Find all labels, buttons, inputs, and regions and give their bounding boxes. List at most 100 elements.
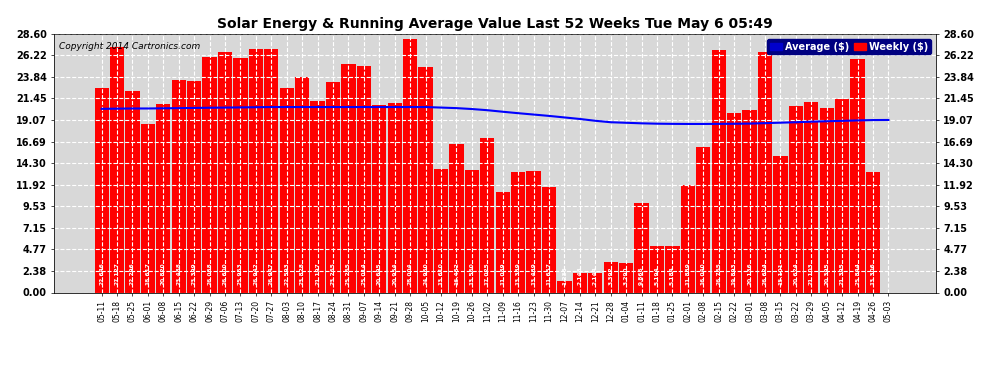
Text: 13.306: 13.306 xyxy=(870,262,875,285)
Text: 5.194: 5.194 xyxy=(654,267,659,285)
Bar xyxy=(156,104,170,292)
Text: 23.399: 23.399 xyxy=(192,262,197,285)
Text: 25.014: 25.014 xyxy=(361,262,366,285)
Bar xyxy=(419,67,433,292)
Bar xyxy=(588,273,602,292)
Bar xyxy=(171,80,186,292)
Bar xyxy=(557,281,571,292)
Bar xyxy=(388,103,402,292)
Bar xyxy=(604,262,618,292)
Bar xyxy=(449,144,463,292)
Bar xyxy=(94,88,109,292)
Text: 13.439: 13.439 xyxy=(531,262,536,285)
Text: 9.866: 9.866 xyxy=(640,267,644,285)
Text: 20.695: 20.695 xyxy=(377,262,382,285)
Bar xyxy=(326,82,341,292)
Text: 16.040: 16.040 xyxy=(701,262,706,285)
Text: 3.290: 3.290 xyxy=(624,267,629,285)
Legend: Average ($), Weekly ($): Average ($), Weekly ($) xyxy=(767,39,931,54)
Text: 16.452: 16.452 xyxy=(454,262,459,285)
Text: 22.646: 22.646 xyxy=(99,262,104,285)
Text: 20.624: 20.624 xyxy=(793,262,798,285)
Text: 13.610: 13.610 xyxy=(439,262,444,285)
Text: 20.136: 20.136 xyxy=(747,262,752,285)
Bar xyxy=(295,77,309,292)
Bar xyxy=(311,101,325,292)
Text: 26.600: 26.600 xyxy=(223,262,228,285)
Text: 25.953: 25.953 xyxy=(238,262,243,285)
Bar xyxy=(773,156,787,292)
Bar xyxy=(264,49,278,292)
Bar xyxy=(727,112,742,292)
Bar xyxy=(187,81,201,292)
Bar xyxy=(696,147,711,292)
Text: 21.103: 21.103 xyxy=(809,262,814,285)
Bar xyxy=(342,64,355,292)
Bar xyxy=(820,108,834,292)
Text: 1.236: 1.236 xyxy=(562,267,567,285)
Bar xyxy=(619,263,634,292)
Bar xyxy=(573,273,587,292)
Text: 20.820: 20.820 xyxy=(160,262,165,285)
Title: Solar Energy & Running Average Value Last 52 Weeks Tue May 6 05:49: Solar Energy & Running Average Value Las… xyxy=(217,17,773,31)
Text: 17.025: 17.025 xyxy=(485,262,490,285)
Text: 26.947: 26.947 xyxy=(269,262,274,285)
Text: 3.392: 3.392 xyxy=(608,267,613,285)
Bar xyxy=(758,52,772,292)
Text: 23.265: 23.265 xyxy=(331,262,336,285)
Text: 24.960: 24.960 xyxy=(423,262,428,285)
Bar xyxy=(279,88,294,292)
Text: 23.828: 23.828 xyxy=(300,262,305,285)
Bar xyxy=(126,91,140,292)
Text: 26.038: 26.038 xyxy=(207,262,212,285)
Text: 20.954: 20.954 xyxy=(392,262,397,285)
Bar xyxy=(110,47,124,292)
Bar xyxy=(511,172,526,292)
Text: 2.143: 2.143 xyxy=(577,267,582,285)
Bar xyxy=(665,246,679,292)
Bar xyxy=(248,49,263,292)
Text: 13.560: 13.560 xyxy=(469,262,474,285)
Text: 21.395: 21.395 xyxy=(840,262,844,285)
Text: 15.101: 15.101 xyxy=(778,262,783,285)
Bar xyxy=(866,172,880,292)
Text: Copyright 2014 Cartronics.com: Copyright 2014 Cartronics.com xyxy=(58,42,200,51)
Bar xyxy=(403,39,417,292)
Bar xyxy=(681,185,695,292)
Bar xyxy=(480,138,494,292)
Text: 20.395: 20.395 xyxy=(825,262,830,285)
Bar xyxy=(542,187,556,292)
Bar xyxy=(789,106,803,292)
Text: 5.184: 5.184 xyxy=(670,267,675,285)
Bar xyxy=(835,99,849,292)
Bar xyxy=(203,57,217,292)
Bar xyxy=(850,58,864,292)
Text: 25.844: 25.844 xyxy=(855,262,860,285)
Text: 26.942: 26.942 xyxy=(253,262,258,285)
Bar xyxy=(649,246,664,292)
Text: 13.339: 13.339 xyxy=(516,262,521,285)
Bar xyxy=(804,102,819,292)
Text: 11.839: 11.839 xyxy=(685,262,690,285)
Bar xyxy=(496,192,510,292)
Bar xyxy=(742,110,756,292)
Text: 26.624: 26.624 xyxy=(762,262,767,285)
Text: 11.089: 11.089 xyxy=(500,262,505,285)
Bar xyxy=(218,52,232,292)
Bar xyxy=(635,203,648,292)
Text: 22.296: 22.296 xyxy=(130,262,135,285)
Bar xyxy=(356,66,371,292)
Bar xyxy=(527,171,541,292)
Text: 27.127: 27.127 xyxy=(115,262,120,285)
Text: 21.197: 21.197 xyxy=(315,262,320,285)
Text: 23.488: 23.488 xyxy=(176,262,181,285)
Text: 28.004: 28.004 xyxy=(408,262,413,285)
Text: 19.893: 19.893 xyxy=(732,262,737,285)
Text: 25.265: 25.265 xyxy=(346,262,350,285)
Bar xyxy=(434,170,448,292)
Text: 18.617: 18.617 xyxy=(146,262,150,285)
Bar xyxy=(712,50,726,292)
Bar xyxy=(372,105,386,292)
Text: 26.765: 26.765 xyxy=(716,262,721,285)
Bar xyxy=(141,124,155,292)
